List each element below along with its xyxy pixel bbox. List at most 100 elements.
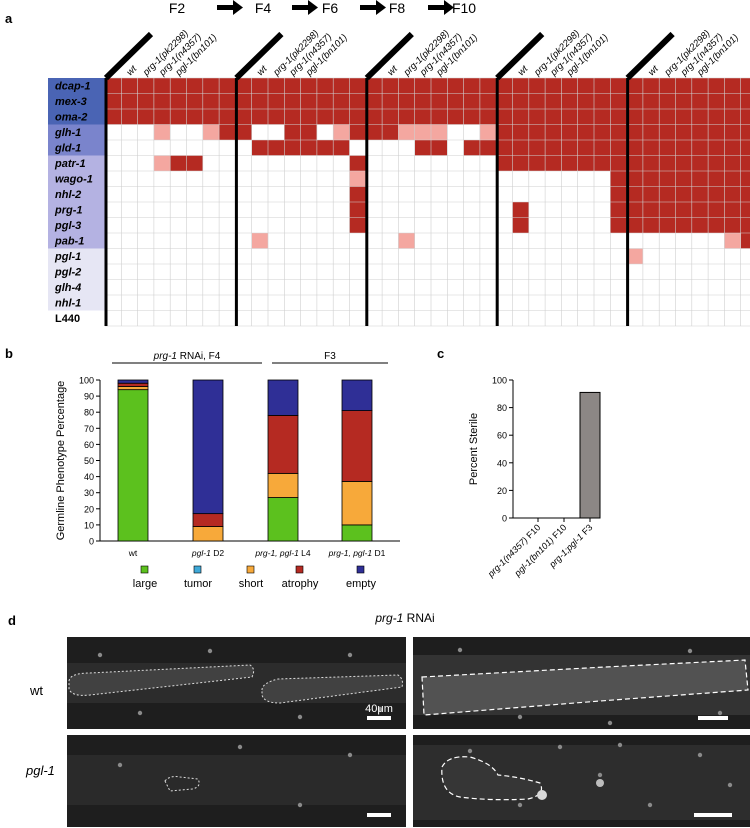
heatmap-cell	[316, 78, 334, 94]
heatmap-cell	[479, 264, 497, 280]
heatmap-cell	[740, 78, 750, 94]
heatmap-cell	[219, 155, 236, 171]
panel-a-label: a	[5, 11, 13, 26]
heatmap-cell	[724, 233, 741, 249]
bar-segment	[341, 524, 373, 542]
heatmap-cell	[577, 279, 594, 295]
heatmap-cell	[724, 109, 741, 125]
heatmap-cell	[577, 202, 594, 218]
heatmap-cell	[545, 93, 562, 109]
heatmap-cell	[447, 295, 464, 311]
heatmap-cell	[659, 155, 676, 171]
legend-label: empty	[346, 578, 376, 590]
heatmap-cell	[316, 264, 334, 280]
heatmap-cell	[708, 295, 725, 311]
heatmap-cell	[316, 217, 334, 233]
x-tick-label: wt	[128, 548, 138, 558]
heatmap-cell	[561, 279, 578, 295]
y-tick-label: 60	[497, 431, 507, 441]
heatmap-cell	[496, 295, 513, 311]
heatmap-cell	[479, 310, 497, 326]
heatmap-cell	[284, 233, 301, 249]
fluorescent-spot	[517, 714, 523, 720]
heatmap-cell	[691, 248, 709, 264]
heatmap-cell	[235, 171, 252, 187]
heatmap-cell	[447, 310, 464, 326]
gene-label: nhl-2	[55, 189, 81, 201]
tissue-band	[413, 655, 750, 715]
heatmap-cell	[365, 171, 383, 187]
heatmap-cell	[300, 202, 317, 218]
heatmap-cell	[724, 155, 741, 171]
bar-segment	[192, 513, 224, 527]
y-tick-label: 100	[492, 376, 507, 386]
heatmap-cell	[594, 248, 611, 264]
heatmap-cell	[268, 233, 285, 249]
heatmap-cell	[577, 124, 594, 140]
heatmap-cell	[528, 155, 546, 171]
heatmap-cell	[137, 109, 154, 125]
heatmap-cell	[105, 109, 122, 125]
heatmap-cell	[349, 248, 366, 264]
fluorescent-spot	[347, 752, 353, 758]
heatmap-cell	[545, 279, 562, 295]
heatmap-cell	[137, 140, 154, 156]
heatmap-cell	[512, 171, 529, 187]
heatmap-cell	[642, 155, 660, 171]
heatmap-cell	[642, 217, 660, 233]
heatmap-cell	[186, 109, 203, 125]
heatmap-cell	[577, 217, 594, 233]
scale-bar	[698, 716, 728, 720]
heatmap-cell	[137, 310, 154, 326]
heatmap-cell	[349, 93, 366, 109]
heatmap-cell	[610, 217, 627, 233]
heatmap-cell	[447, 155, 464, 171]
heatmap-cell	[186, 233, 203, 249]
y-tick-label: 90	[84, 392, 94, 402]
heatmap-cell	[300, 264, 317, 280]
generation-label: F2	[169, 0, 186, 16]
heatmap-cell	[105, 233, 122, 249]
heatmap-cell	[382, 295, 399, 311]
heatmap-cell	[333, 202, 350, 218]
heatmap-cell	[170, 186, 187, 202]
heatmap-cell	[268, 78, 285, 94]
heatmap-cell	[594, 217, 611, 233]
arrow-shaft	[428, 5, 444, 10]
heatmap-cell	[545, 264, 562, 280]
heatmap-cell	[382, 109, 399, 125]
heatmap-cell	[594, 264, 611, 280]
fluorescent-spot	[717, 710, 723, 716]
heatmap-cell	[642, 202, 660, 218]
heatmap-cell	[610, 264, 627, 280]
heatmap-cell	[545, 202, 562, 218]
heatmap-cell	[268, 217, 285, 233]
heatmap-cell	[382, 171, 399, 187]
heatmap-cell	[365, 217, 383, 233]
heatmap-cell	[626, 109, 643, 125]
heatmap-cell	[284, 93, 301, 109]
heatmap-cell	[675, 217, 692, 233]
fluorescent-spot	[727, 782, 733, 788]
heatmap-cell	[724, 93, 741, 109]
heatmap-cell	[414, 264, 431, 280]
heatmap-cell	[724, 295, 741, 311]
heatmap-cell	[642, 78, 660, 94]
heatmap-cell	[137, 202, 154, 218]
heatmap-cell	[414, 233, 431, 249]
heatmap-cell	[414, 140, 431, 156]
heatmap-cell	[235, 78, 252, 94]
heatmap-cell	[121, 217, 138, 233]
heatmap-cell	[284, 140, 301, 156]
heatmap-cell	[724, 186, 741, 202]
heatmap-cell	[496, 155, 513, 171]
heatmap-cell	[137, 155, 154, 171]
y-tick-label: 10	[84, 520, 94, 530]
fluorescent-spot	[137, 710, 143, 716]
heatmap-cell	[268, 295, 285, 311]
heatmap-cell	[479, 171, 497, 187]
gene-label-bg	[48, 78, 105, 94]
heatmap-cell	[300, 279, 317, 295]
strain-label: wt	[255, 63, 270, 78]
heatmap-cell	[642, 109, 660, 125]
